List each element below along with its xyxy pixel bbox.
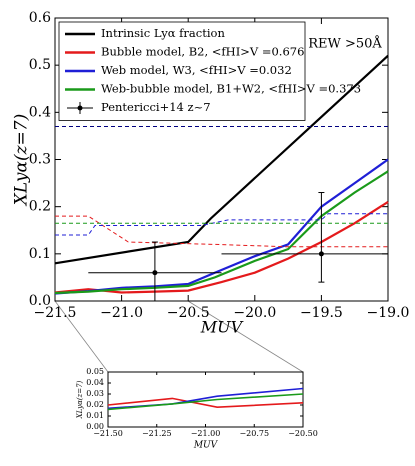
zoom-connector: [54, 300, 109, 373]
y-tick-label: 0.6: [29, 10, 51, 26]
x-tick-label: −21.5: [34, 305, 77, 321]
y-tick-label: 0.01: [86, 411, 104, 420]
y-axis-label: XLyα(z=7): [12, 114, 32, 207]
x-axis-label: MUV: [200, 318, 244, 337]
y-tick-label: 0.05: [86, 367, 104, 376]
x-tick-label: −21.50: [93, 429, 123, 438]
legend-label: Web-bubble model, B1+W2, <fHI>V =0.373: [101, 82, 361, 96]
legend-box: [58, 21, 306, 121]
dashed-line: [55, 213, 388, 236]
x-tick-label: −21.0: [100, 305, 143, 321]
x-tick-label: −21.25: [142, 429, 172, 438]
y-tick-label: 0.04: [86, 378, 104, 387]
legend-label: Intrinsic Lyα fraction: [101, 26, 225, 40]
y-tick-label: 0.4: [29, 104, 51, 120]
legend-label: Pentericci+14 z~7: [101, 100, 211, 114]
zoom-connector: [187, 300, 304, 373]
y-tick-label: 0.5: [29, 57, 51, 73]
y-tick-label: 0.00: [86, 422, 104, 431]
series-line: [107, 393, 304, 411]
series-line: [54, 170, 389, 295]
legend-swatch: [77, 105, 83, 111]
x-tick-label: −20.0: [233, 305, 276, 321]
annotation: REW >50Å: [308, 36, 382, 52]
y-tick-label: 0.1: [29, 246, 51, 262]
series-line: [107, 397, 304, 409]
plot-frame: [107, 371, 304, 428]
y-tick-label: 0.3: [29, 152, 51, 168]
x-tick-label: −19.5: [300, 305, 343, 321]
y-tick-label: 0.2: [29, 199, 51, 215]
data-point: [318, 251, 324, 257]
y-axis-label: XLyα(z=7): [76, 380, 84, 419]
x-tick-label: −21.00: [191, 429, 221, 438]
x-tick-label: −20.5: [167, 305, 210, 321]
series-line: [54, 200, 389, 294]
x-axis-label: MUV: [193, 441, 219, 451]
y-tick-label: 0.0: [29, 293, 51, 309]
legend-label: Bubble model, B2, <fHI>V =0.676: [101, 45, 304, 59]
x-tick-label: −20.75: [239, 429, 269, 438]
x-tick-label: −19.0: [367, 305, 410, 321]
x-tick-label: −20.50: [288, 429, 318, 438]
legend-label: Web model, W3, <fHI>V =0.032: [101, 63, 292, 77]
data-point: [152, 270, 158, 276]
y-tick-label: 0.02: [86, 400, 104, 409]
y-tick-label: 0.03: [86, 389, 104, 398]
series-line: [54, 54, 389, 265]
